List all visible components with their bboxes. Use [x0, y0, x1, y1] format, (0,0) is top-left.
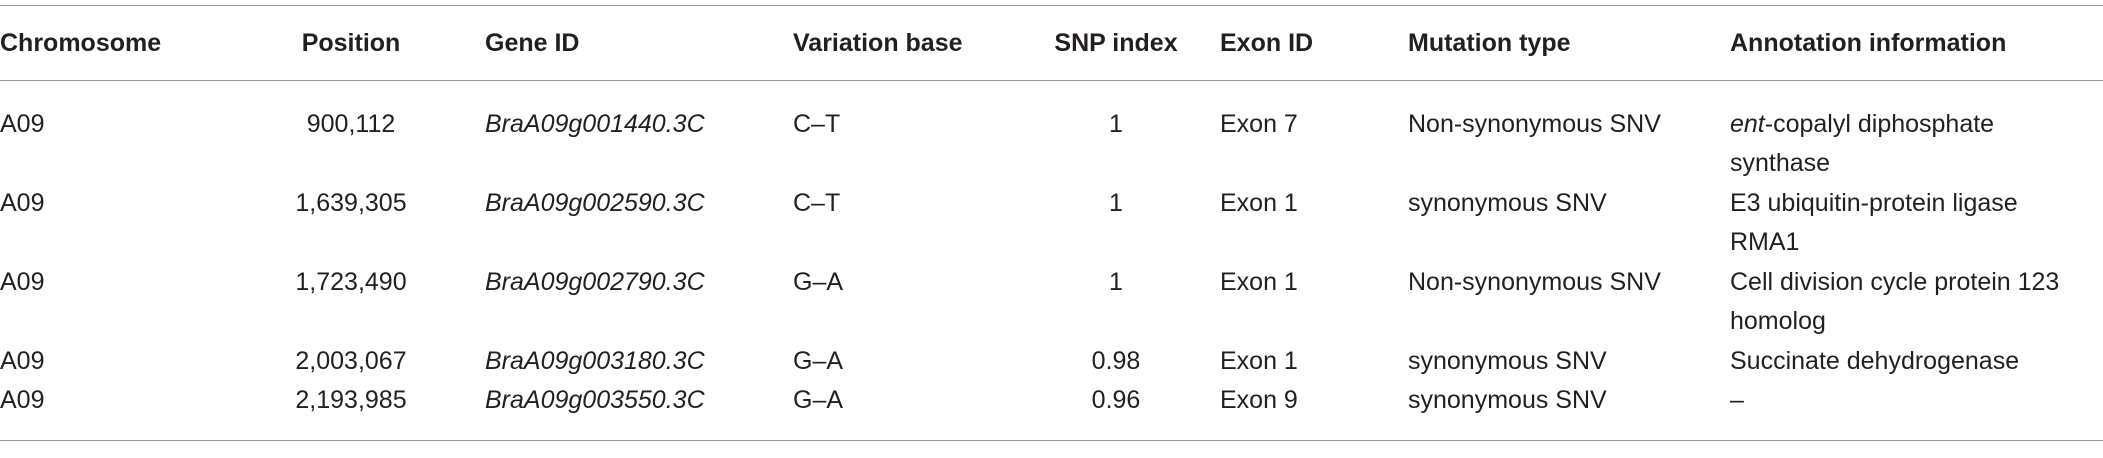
gene-id-cell: BraA09g003550.3C	[485, 386, 705, 414]
annotation-line: –	[1730, 386, 1744, 414]
gene-id-cell: BraA09g001440.3C	[485, 110, 705, 138]
exon-id-cell: Exon 1	[1220, 347, 1298, 375]
annotation-cell: –	[1730, 381, 1744, 420]
annotation-cell: ent-copalyl diphosphate synthase	[1730, 105, 1994, 183]
gene-id-cell: BraA09g003180.3C	[485, 347, 705, 375]
snp-index-cell: 0.98	[1091, 347, 1141, 375]
mutation-type-cell: Non-synonymous SNV	[1408, 268, 1661, 296]
mutation-type-cell: synonymous SNV	[1408, 386, 1607, 414]
snp-index-cell: 1	[1109, 189, 1123, 217]
mutation-type-cell: synonymous SNV	[1408, 189, 1607, 217]
snp-index-cell: 1	[1109, 268, 1123, 296]
annotation-line: E3 ubiquitin-protein ligase	[1730, 189, 2018, 217]
position-cell: 1,723,490	[295, 268, 407, 296]
annotation-line: RMA1	[1730, 228, 1800, 256]
exon-id-cell: Exon 9	[1220, 386, 1298, 414]
chromosome-cell: A09	[0, 189, 45, 217]
header-rule	[0, 80, 2103, 81]
gene-id-cell: BraA09g002590.3C	[485, 189, 705, 217]
position-cell: 2,003,067	[295, 347, 407, 375]
snp-index-cell: 0.96	[1091, 386, 1141, 414]
position-cell: 900,112	[306, 110, 396, 138]
annotation-line: Cell division cycle protein 123	[1730, 268, 2060, 296]
exon-id-cell: Exon 7	[1220, 110, 1298, 138]
gene-id-cell: BraA09g002790.3C	[485, 268, 705, 296]
mutation-type-cell: Non-synonymous SNV	[1408, 110, 1661, 138]
mutation-type-cell: synonymous SNV	[1408, 347, 1607, 375]
variation-base-cell: G–A	[793, 386, 844, 414]
column-header: Exon ID	[1220, 29, 1314, 57]
italic-run: ent	[1730, 110, 1765, 138]
snp-index-cell: 1	[1109, 110, 1123, 138]
annotation-cell: Succinate dehydrogenase	[1730, 342, 2019, 381]
column-header: Position	[301, 29, 401, 57]
exon-id-cell: Exon 1	[1220, 268, 1298, 296]
top-rule	[0, 5, 2103, 6]
column-header: Annotation information	[1730, 29, 2007, 57]
annotation-line: Succinate dehydrogenase	[1730, 347, 2020, 375]
column-header: Gene ID	[485, 29, 580, 57]
exon-id-cell: Exon 1	[1220, 189, 1298, 217]
chromosome-cell: A09	[0, 110, 45, 138]
annotation-cell: E3 ubiquitin-protein ligase RMA1	[1730, 184, 2018, 262]
column-header: Variation base	[793, 29, 963, 57]
column-header: Chromosome	[0, 29, 162, 57]
variation-base-cell: C–T	[793, 110, 841, 138]
chromosome-cell: A09	[0, 347, 45, 375]
position-cell: 2,193,985	[295, 386, 407, 414]
variation-base-cell: G–A	[793, 268, 844, 296]
column-header: Mutation type	[1408, 29, 1571, 57]
annotation-line: ent-copalyl diphosphate	[1730, 105, 1994, 144]
chromosome-cell: A09	[0, 268, 45, 296]
position-cell: 1,639,305	[295, 189, 407, 217]
chromosome-cell: A09	[0, 386, 45, 414]
column-header: SNP index	[1054, 29, 1178, 57]
annotation-cell: Cell division cycle protein 123 homolog	[1730, 263, 2059, 341]
variation-base-cell: G–A	[793, 347, 844, 375]
annotation-line: synthase	[1730, 149, 1831, 177]
annotation-line: homolog	[1730, 307, 1826, 335]
text-run: -copalyl diphosphate	[1764, 110, 1995, 138]
variation-base-cell: C–T	[793, 189, 841, 217]
bottom-rule	[0, 440, 2103, 441]
